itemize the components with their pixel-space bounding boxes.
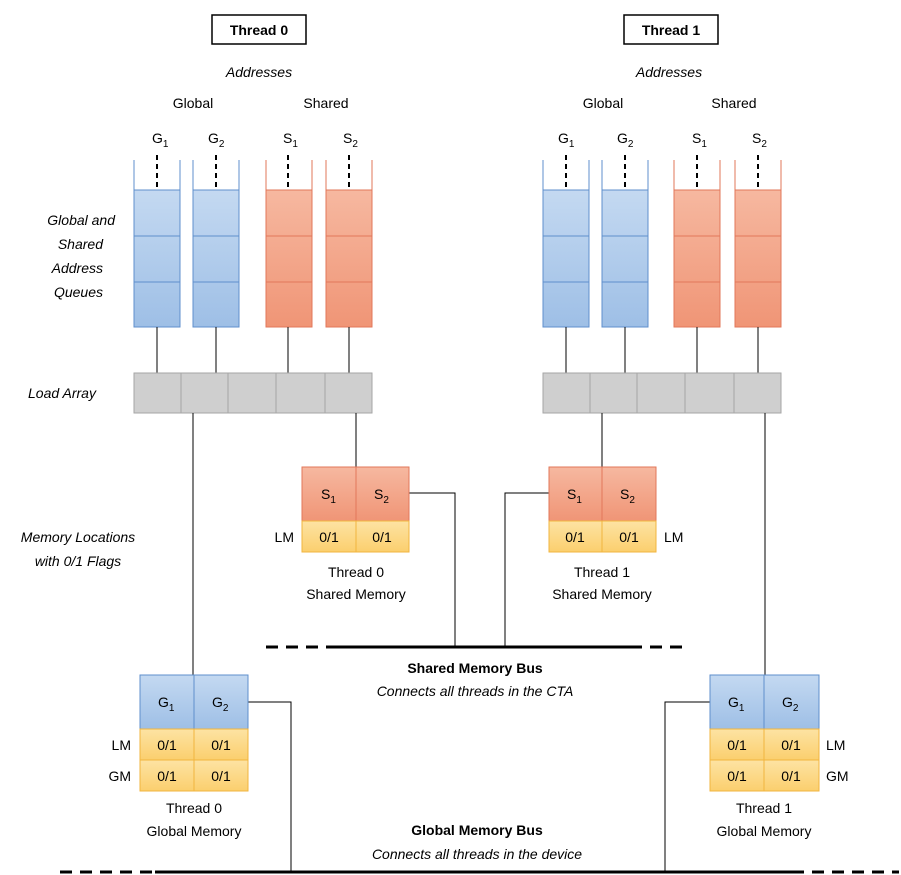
lm-label: LM: [826, 737, 845, 753]
global-memory-thread-1: G1 G2 0/1 0/1 0/1 0/1 LM GM Thread 1 Glo…: [709, 674, 849, 839]
svg-text:0/1: 0/1: [727, 768, 747, 784]
gm-label: GM: [108, 768, 131, 784]
gm-label: GM: [826, 768, 849, 784]
svg-text:Global and: Global and: [47, 212, 116, 228]
svg-text:0/1: 0/1: [211, 737, 231, 753]
lm-label: LM: [112, 737, 131, 753]
svg-text:0/1: 0/1: [781, 768, 801, 784]
svg-text:G2: G2: [212, 694, 229, 714]
queue-s2-thread-0: [325, 160, 373, 328]
global-label-thread-0: Global: [173, 95, 213, 111]
queue-label-s1: S1: [692, 130, 707, 150]
addresses-label-thread-0: Addresses: [225, 64, 292, 80]
queue-dashes: [156, 155, 759, 187]
svg-text:0/1: 0/1: [157, 737, 177, 753]
shared-bus-subtitle: Connects all threads in the CTA: [377, 683, 574, 699]
global-label-thread-1: Global: [583, 95, 623, 111]
svg-text:S2: S2: [620, 486, 635, 506]
svg-text:G2: G2: [782, 694, 799, 714]
queue-label-s2: S2: [343, 130, 358, 150]
svg-text:Thread 0: Thread 0: [328, 564, 384, 580]
svg-text:0/1: 0/1: [372, 529, 392, 545]
svg-text:G1: G1: [728, 694, 745, 714]
svg-text:0/1: 0/1: [781, 737, 801, 753]
load-array-label: Load Array: [28, 385, 97, 401]
queue-label-s2: S2: [752, 130, 767, 150]
svg-text:0/1: 0/1: [565, 529, 585, 545]
queue-label-g1: G1: [152, 130, 169, 150]
svg-text:0/1: 0/1: [157, 768, 177, 784]
svg-text:Queues: Queues: [54, 284, 103, 300]
svg-text:S1: S1: [321, 486, 336, 506]
lm-label: LM: [664, 529, 683, 545]
thread-0-header: Thread 0: [211, 14, 307, 45]
addresses-label-thread-1: Addresses: [635, 64, 702, 80]
shared-label-thread-0: Shared: [303, 95, 348, 111]
queue-g1-thread-1: [542, 160, 590, 328]
queue-labels-thread-0: G1 G2 S1 S2: [152, 130, 358, 150]
svg-text:0/1: 0/1: [619, 529, 639, 545]
svg-text:Shared: Shared: [58, 236, 104, 252]
queue-label-g2: G2: [617, 130, 634, 150]
svg-text:Global Memory: Global Memory: [717, 823, 812, 839]
queue-label-g1: G1: [558, 130, 575, 150]
global-memory-thread-0: G1 G2 0/1 0/1 0/1 0/1 LM GM Thread 0 Glo…: [108, 674, 249, 839]
shared-memory-thread-0: S1 S2 0/1 0/1 LM Thread 0 Shared Memory: [275, 466, 410, 602]
queue-s1-thread-1: [673, 160, 721, 328]
svg-text:Global Memory: Global Memory: [147, 823, 242, 839]
queue-labels-thread-1: G1 G2 S1 S2: [558, 130, 767, 150]
shared-bus-title: Shared Memory Bus: [407, 660, 543, 676]
svg-text:Thread 1: Thread 1: [574, 564, 630, 580]
svg-text:0/1: 0/1: [211, 768, 231, 784]
global-memory-bus: Global Memory Bus Connects all threads i…: [60, 822, 899, 874]
svg-text:Address: Address: [51, 260, 103, 276]
svg-text:Shared Memory: Shared Memory: [552, 586, 652, 602]
load-array-thread-0: [133, 372, 373, 414]
shared-label-thread-1: Shared: [711, 95, 756, 111]
load-array-thread-1: [542, 372, 782, 414]
queue-s1-thread-0: [265, 160, 313, 328]
queues-side-label: Global and Shared Address Queues: [47, 212, 116, 300]
svg-text:Thread 0: Thread 0: [166, 800, 222, 816]
queue-label-s1: S1: [283, 130, 298, 150]
thread-0-label: Thread 0: [230, 22, 289, 38]
svg-text:0/1: 0/1: [727, 737, 747, 753]
shared-memory-thread-1: S1 S2 0/1 0/1 LM Thread 1 Shared Memory: [548, 466, 683, 602]
memory-locations-label: Memory Locations with 0/1 Flags: [21, 529, 135, 569]
global-bus-subtitle: Connects all threads in the device: [372, 846, 582, 862]
thread-1-header: Thread 1: [623, 14, 719, 45]
svg-text:Memory Locations: Memory Locations: [21, 529, 135, 545]
svg-text:with 0/1 Flags: with 0/1 Flags: [35, 553, 121, 569]
svg-text:S1: S1: [567, 486, 582, 506]
svg-text:0/1: 0/1: [319, 529, 339, 545]
svg-text:Thread 1: Thread 1: [736, 800, 792, 816]
global-bus-title: Global Memory Bus: [411, 822, 543, 838]
queue-label-g2: G2: [208, 130, 225, 150]
svg-text:Shared Memory: Shared Memory: [306, 586, 406, 602]
lm-label: LM: [275, 529, 294, 545]
svg-text:G1: G1: [158, 694, 175, 714]
shared-memory-bus: Shared Memory Bus Connects all threads i…: [266, 645, 684, 699]
svg-text:S2: S2: [374, 486, 389, 506]
queue-connectors: [156, 327, 759, 373]
wires: [192, 413, 766, 872]
thread-1-label: Thread 1: [642, 22, 701, 38]
